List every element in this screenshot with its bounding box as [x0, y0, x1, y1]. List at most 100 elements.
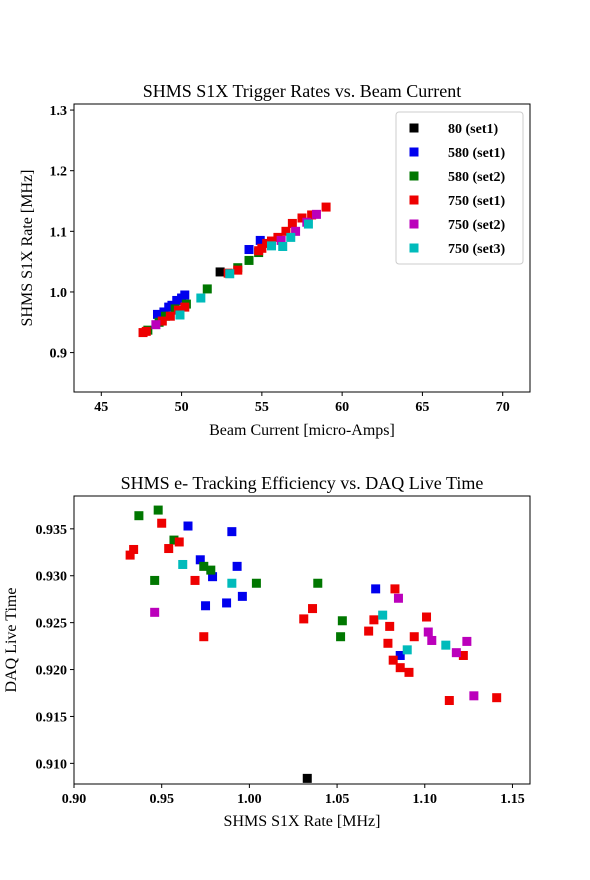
x-tick-label: 55	[255, 400, 269, 415]
y-tick-label: 0.910	[36, 757, 68, 772]
data-point	[307, 210, 317, 220]
x-tick-label: 0.90	[62, 792, 87, 807]
data-point	[299, 614, 309, 624]
x-tick-label: 0.95	[149, 792, 174, 807]
data-point	[287, 218, 297, 228]
legend-marker	[409, 219, 419, 229]
data-point	[175, 310, 185, 320]
chart1-legend: 80 (set1) 580 (set1) 580 (set2) 750 (set1) 7…	[395, 111, 524, 265]
chart1-title: SHMS S1X Trigger Rates vs. Beam Current	[143, 81, 462, 101]
chart1-frame	[73, 103, 531, 393]
x-tick-label: 70	[496, 400, 510, 415]
data-point	[215, 267, 225, 277]
data-point	[404, 667, 414, 677]
data-point	[172, 295, 182, 305]
legend-marker	[409, 147, 419, 157]
data-point	[321, 202, 331, 212]
data-point	[174, 537, 184, 547]
data-point	[134, 511, 144, 521]
data-point	[125, 550, 135, 560]
data-point	[388, 655, 398, 665]
data-point	[297, 213, 307, 223]
data-point	[161, 311, 171, 321]
data-point	[441, 640, 451, 650]
data-point	[251, 578, 261, 588]
chart2-y-ticks: 0.910 0.915 0.920 0.925 0.930 0.935	[36, 523, 74, 772]
data-point	[409, 632, 419, 642]
x-tick-label: 60	[335, 400, 349, 415]
legend-label: 750 (set3)	[448, 242, 505, 257]
data-point	[458, 650, 468, 660]
x-tick-label: 1.10	[413, 792, 438, 807]
data-point	[151, 320, 161, 330]
data-point	[492, 693, 502, 703]
data-point	[199, 632, 209, 642]
y-tick-label: 0.935	[36, 523, 68, 538]
data-point	[402, 645, 412, 655]
data-point	[255, 235, 265, 245]
data-point	[371, 584, 381, 594]
y-tick-label: 0.915	[36, 710, 68, 725]
data-point	[225, 269, 235, 279]
data-point	[244, 245, 254, 255]
data-point	[206, 565, 216, 575]
data-point	[208, 572, 218, 582]
data-point	[195, 555, 205, 565]
data-point	[385, 621, 395, 631]
data-point	[180, 302, 190, 312]
data-point	[336, 632, 346, 642]
data-point	[222, 598, 232, 608]
data-point	[169, 535, 179, 545]
x-tick-label: 1.00	[237, 792, 262, 807]
data-point	[266, 241, 276, 251]
data-point	[150, 607, 160, 617]
data-point	[395, 650, 405, 660]
y-tick-label: 0.925	[36, 617, 68, 632]
data-point	[266, 236, 276, 246]
data-point	[286, 232, 296, 242]
data-point	[232, 561, 242, 571]
data-point	[422, 612, 432, 622]
y-tick-label: 0.9	[50, 347, 68, 362]
legend-label: 750 (set2)	[448, 218, 505, 233]
data-point	[257, 243, 267, 253]
data-point	[233, 265, 243, 275]
data-point	[291, 226, 301, 236]
x-tick-label: 50	[175, 400, 189, 415]
data-point	[364, 626, 374, 636]
legend-label: 580 (set2)	[448, 170, 505, 185]
data-point	[311, 209, 321, 219]
data-point	[303, 219, 313, 229]
chart1-x-label: Beam Current [micro-Amps]	[209, 422, 395, 439]
data-point	[190, 575, 200, 585]
data-point	[196, 293, 206, 303]
chart-beam-current: SHMS S1X Trigger Rates vs. Beam Current …	[19, 81, 531, 439]
data-point	[164, 544, 174, 554]
y-tick-label: 1.2	[50, 165, 68, 180]
data-point	[141, 326, 151, 336]
data-point	[281, 226, 291, 236]
x-tick-label: 65	[415, 400, 429, 415]
data-point	[444, 696, 454, 706]
data-point	[227, 527, 237, 537]
data-point	[369, 615, 379, 625]
data-point	[183, 521, 193, 531]
chart2-plot-area	[125, 505, 502, 783]
data-point	[395, 663, 405, 673]
legend-frame	[395, 111, 524, 265]
data-point	[227, 578, 237, 588]
chart1-y-label: SHMS S1X Rate [MHz]	[19, 170, 36, 327]
chart2-y-label: DAQ Live Time	[3, 588, 20, 693]
data-point	[129, 544, 139, 554]
y-tick-label: 1.1	[50, 225, 68, 240]
y-tick-label: 1.3	[50, 104, 68, 119]
legend-marker	[409, 195, 419, 205]
legend-label: 750 (set1)	[448, 194, 505, 209]
data-point	[378, 610, 388, 620]
data-point	[199, 561, 209, 571]
data-point	[150, 575, 160, 585]
data-point	[393, 593, 403, 603]
data-point	[202, 284, 212, 294]
data-point	[157, 316, 167, 326]
